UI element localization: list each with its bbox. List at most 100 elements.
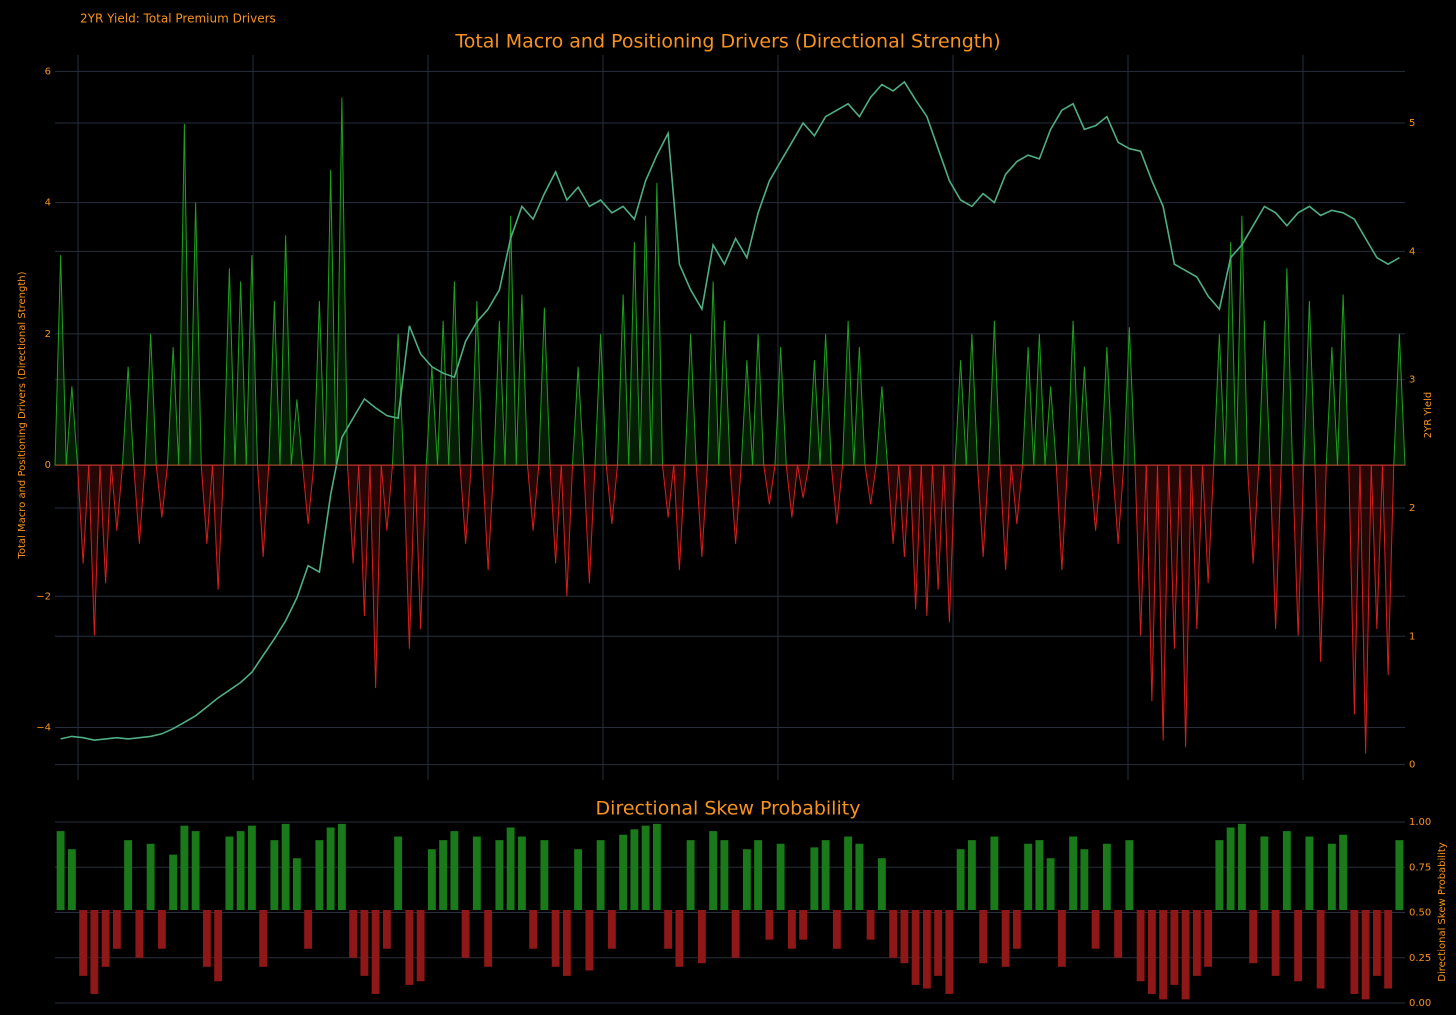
bar <box>1361 910 1370 1000</box>
driver-spike <box>88 464 101 636</box>
driver-spike <box>1134 464 1147 636</box>
bar <box>124 840 133 910</box>
driver-spike <box>1359 464 1372 754</box>
driver-spike <box>605 464 619 525</box>
bar <box>585 910 594 971</box>
y2-tick-label: 1 <box>1409 631 1415 642</box>
driver-spike <box>729 464 742 544</box>
bar <box>1316 910 1325 989</box>
driver-spike <box>1066 320 1080 466</box>
bar <box>157 910 166 949</box>
y2-axis-label: 2YR Yield <box>1423 392 1434 438</box>
y2-tick-label: 5 <box>1409 118 1415 129</box>
y2-tick-label: 4 <box>1409 246 1415 257</box>
driver-spike <box>999 464 1012 571</box>
driver-spike <box>493 320 506 466</box>
bar <box>810 847 819 910</box>
driver-spike <box>751 333 765 466</box>
bar <box>461 910 470 958</box>
bar <box>1102 843 1111 910</box>
driver-spike <box>358 464 371 616</box>
bar <box>1384 910 1393 989</box>
bar <box>979 910 988 964</box>
bar <box>1305 836 1314 910</box>
bar <box>607 910 616 949</box>
bar <box>776 843 785 910</box>
bar <box>439 840 448 910</box>
driver-spike <box>1145 464 1159 702</box>
bar <box>225 836 234 910</box>
driver-spike <box>976 464 990 557</box>
bar <box>1069 836 1078 910</box>
bar <box>315 840 324 910</box>
bar <box>1136 910 1145 982</box>
driver-spike <box>965 333 979 466</box>
driver-spike <box>594 333 607 466</box>
driver-spike <box>1078 366 1091 466</box>
y-axis-label: Total Macro and Positioning Drivers (Dir… <box>17 271 28 559</box>
driver-spike <box>369 464 382 689</box>
y2-tick-label: 3 <box>1409 375 1415 386</box>
y2-tick-label: 1.00 <box>1409 817 1431 828</box>
driver-spike <box>1021 346 1035 466</box>
driver-spike <box>549 464 562 564</box>
driver-spike <box>110 464 124 531</box>
driver-spike <box>223 268 236 466</box>
chart-title: Directional Skew Probability <box>596 798 861 820</box>
driver-spike <box>391 333 405 466</box>
driver-spike <box>245 255 259 466</box>
bar <box>281 823 290 910</box>
bar <box>1057 910 1066 967</box>
bar <box>270 840 279 910</box>
driver-spike <box>279 235 292 466</box>
bar <box>337 823 346 910</box>
bar <box>169 854 178 910</box>
bar <box>1282 831 1291 910</box>
driver-spike <box>1033 333 1046 466</box>
driver-spike <box>1303 301 1316 466</box>
bar <box>1339 834 1348 910</box>
bar <box>1080 849 1089 910</box>
bar <box>191 831 200 910</box>
driver-spike <box>1381 464 1395 676</box>
driver-spike <box>628 241 641 466</box>
bar <box>754 840 763 910</box>
bar <box>112 910 121 949</box>
bar <box>1215 840 1224 910</box>
driver-spike <box>121 366 135 466</box>
driver-spike <box>1258 320 1271 466</box>
bar <box>1395 840 1404 910</box>
bar <box>1024 843 1033 910</box>
driver-spike <box>1044 386 1057 466</box>
bar <box>101 910 110 967</box>
driver-spike <box>1055 464 1069 571</box>
bar <box>1012 910 1021 949</box>
driver-spike <box>1280 268 1294 466</box>
bar <box>1125 840 1134 910</box>
driver-spike <box>1348 464 1361 715</box>
driver-spike <box>1100 346 1114 466</box>
bar <box>1170 910 1179 985</box>
driver-spike <box>99 464 112 584</box>
driver-spike <box>841 320 855 466</box>
bar <box>742 849 751 910</box>
bar <box>1294 910 1303 982</box>
driver-spike <box>178 123 191 466</box>
bar <box>889 910 898 958</box>
y-tick-label: −2 <box>36 591 51 602</box>
bar <box>596 840 605 910</box>
bar <box>675 910 684 967</box>
y-tick-label: 4 <box>45 198 51 209</box>
bar <box>877 858 886 910</box>
y2-tick-label: 0.00 <box>1409 998 1431 1009</box>
bar <box>67 849 76 910</box>
page-title: 2YR Yield: Total Premium Drivers <box>80 12 276 26</box>
driver-spike <box>436 320 450 466</box>
driver-spike <box>1179 464 1192 748</box>
bar <box>1372 910 1381 976</box>
bar <box>709 831 718 910</box>
bar <box>1350 910 1359 994</box>
y2-tick-label: 0.50 <box>1409 908 1431 919</box>
bar <box>90 910 99 994</box>
bar <box>427 849 436 910</box>
